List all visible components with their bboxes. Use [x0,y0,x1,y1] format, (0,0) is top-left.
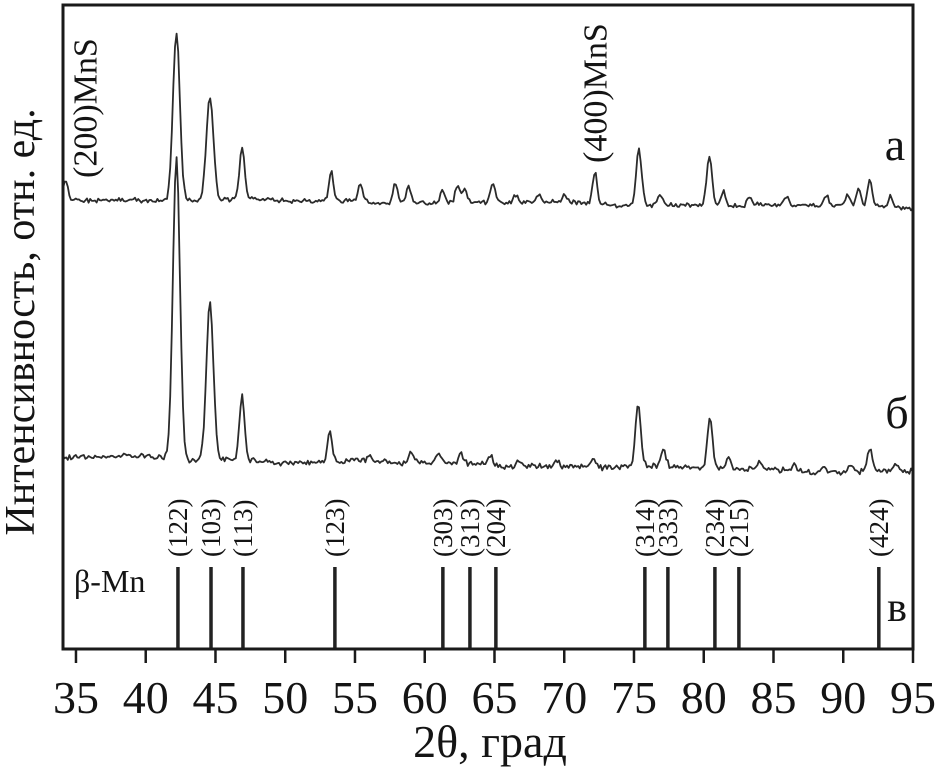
x-axis-tick-group: 35 40 45 50 55 60 65 70 75 80 85 90 95 [53,649,935,723]
x-tick-label: 40 [123,672,169,723]
hkl-label: (122) [163,499,193,557]
xrd-trace-a [62,32,914,212]
hkl-label: (123) [320,499,350,557]
hkl-label: (215) [724,499,754,557]
x-tick-label: 95 [890,672,935,723]
x-tick-label: 70 [541,672,587,723]
annotation-mns-400: (400)MnS [578,23,615,163]
reference-bar-group: (122) (103) (113) (123) (303)(313)(204) (314)… [163,499,894,648]
hkl-label: (303) [428,499,458,557]
hkl-label: (204) [481,499,511,557]
annotation-mns-200: (200)MnS [68,38,105,178]
x-tick-label: 90 [820,672,866,723]
hkl-label: (113) [228,500,258,557]
x-tick-label: 55 [332,672,378,723]
hkl-label: (333) [653,499,683,557]
x-tick-label: 45 [192,672,238,723]
x-tick-label: 35 [53,672,99,723]
hkl-label: (314) [630,499,660,557]
series-label-a: а [885,119,905,170]
plot-border [61,3,915,651]
series-label-v: в [887,585,907,631]
x-tick-label: 75 [611,672,657,723]
x-tick-label: 50 [262,672,308,723]
x-tick-label: 80 [681,672,727,723]
phase-label-beta-mn: β-Mn [74,563,145,599]
x-axis-label: 2θ, град [413,716,567,767]
hkl-label: (103) [196,499,226,557]
trace-group [62,32,914,476]
x-tick-label: 65 [471,672,517,723]
x-tick-label: 85 [750,672,796,723]
y-axis-label: Интенсивность, отн. ед. [0,108,44,535]
xrd-trace-b [62,156,914,476]
hkl-label: (424) [864,499,894,557]
series-label-b: б [885,387,908,438]
x-tick-label: 60 [402,672,448,723]
hkl-label: (313) [455,499,485,557]
hkl-label: (234) [700,499,730,557]
